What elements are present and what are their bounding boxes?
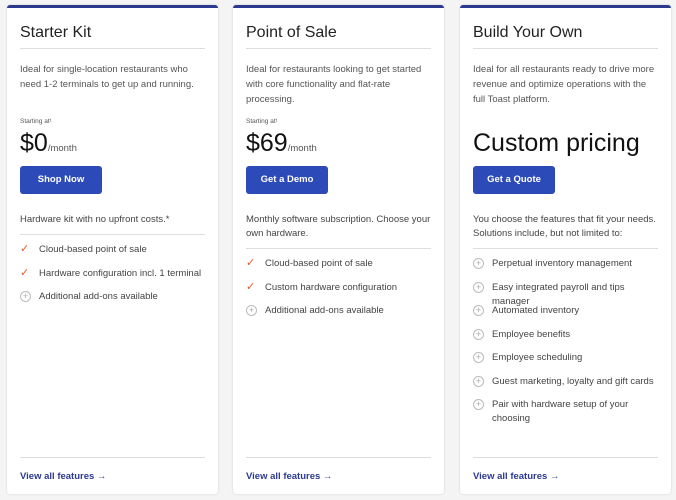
feature-text: Easy integrated payroll and tips manager: [492, 281, 625, 307]
divider: [246, 457, 431, 458]
feature-text: Cloud-based point of sale: [39, 244, 147, 255]
price: $69/month: [246, 128, 431, 158]
plus-circle-icon: +: [473, 257, 492, 270]
feature-text: Pair with hardware setup of your choosin…: [492, 399, 629, 424]
divider: [20, 457, 205, 458]
plan-title: Starter Kit: [20, 24, 92, 41]
feature-text: Perpetual inventory management: [492, 258, 632, 269]
plus-circle-icon: +: [473, 304, 492, 317]
feature-item: ✓ Hardware configuration incl. 1 terminal: [20, 267, 205, 291]
plus-circle-icon: +: [246, 304, 265, 317]
feature-item: + Automated inventory: [473, 304, 658, 328]
feature-item: + Additional add-ons available: [246, 304, 431, 328]
divider: [473, 248, 658, 249]
feature-text: Cloud-based point of sale: [265, 258, 373, 269]
view-all-features-link[interactable]: View all features →: [246, 471, 333, 482]
check-icon: ✓: [20, 266, 30, 279]
feature-list: ✓ Cloud-based point of sale ✓ Custom hardwa…: [246, 257, 431, 328]
plan-cta-button[interactable]: Shop Now: [20, 166, 102, 194]
plan-card: Point of Sale Ideal for restaurants look…: [233, 5, 444, 494]
plus-circle-icon: +: [20, 290, 39, 303]
plan-title: Build Your Own: [473, 24, 583, 41]
feature-list: ✓ Cloud-based point of sale ✓ Hardware conf…: [20, 243, 205, 314]
divider: [20, 234, 205, 235]
divider: [20, 48, 205, 49]
starting-at-label: Starting at¹: [246, 118, 278, 125]
feature-text: Automated inventory: [492, 305, 580, 316]
plus-circle-icon: +: [473, 375, 492, 388]
plan-description: Ideal for all restaurants ready to drive…: [473, 64, 655, 105]
feature-item: + Perpetual inventory management: [473, 257, 658, 281]
feature-text: Employee benefits: [492, 328, 571, 340]
divider: [246, 248, 431, 249]
price-amount: $69: [246, 129, 288, 157]
divider: [246, 48, 431, 49]
price-period: /month: [47, 143, 77, 154]
plan-card: Starter Kit Ideal for single-location re…: [7, 5, 218, 494]
view-all-features-link[interactable]: View all features →: [473, 471, 560, 482]
feature-item: + Employee scheduling: [473, 351, 658, 375]
price-period: /month: [287, 143, 317, 154]
plan-cta-button[interactable]: Get a Quote: [473, 166, 555, 194]
feature-item: + Easy integrated payroll and tips manage…: [473, 281, 658, 307]
feature-list: + Perpetual inventory management + Easy int…: [473, 257, 658, 424]
feature-text: Guest marketing, loyalty and gift cards: [492, 375, 654, 387]
feature-text: Employee scheduling: [492, 352, 583, 363]
feature-item: + Employee benefits: [473, 328, 658, 352]
check-icon: ✓: [246, 257, 256, 269]
custom-pricing: Custom pricing: [473, 129, 640, 157]
plan-description: Ideal for restaurants looking to get sta…: [246, 64, 422, 105]
check-icon: ✓: [246, 280, 256, 293]
price-amount: $0: [20, 129, 48, 157]
plus-circle-icon: +: [473, 328, 492, 341]
divider: [473, 48, 658, 49]
plan-title: Point of Sale: [246, 24, 337, 41]
plus-circle-icon: +: [473, 351, 492, 364]
feature-item: + Guest marketing, loyalty and gift cards: [473, 375, 658, 399]
hardware-note: Hardware kit with no upfront costs.*: [20, 214, 170, 225]
hardware-note: Monthly software subscription. Choose yo…: [246, 214, 431, 239]
plan-cta-button[interactable]: Get a Demo: [246, 166, 328, 194]
feature-item: ✓ Custom hardware configuration: [246, 281, 431, 305]
feature-text: Additional add-ons available: [39, 291, 158, 302]
check-icon: ✓: [20, 243, 30, 255]
divider: [473, 457, 658, 458]
feature-text: Additional add-ons available: [265, 305, 384, 316]
feature-item: + Pair with hardware setup of your choosi…: [473, 398, 658, 424]
plus-circle-icon: +: [473, 398, 492, 411]
feature-item: ✓ Cloud-based point of sale: [20, 243, 205, 267]
feature-text: Hardware configuration incl. 1 terminal: [39, 267, 202, 279]
price: $0/month: [20, 128, 205, 158]
starting-at-label: Starting at¹: [20, 118, 52, 125]
plan-description: Ideal for single-location restaurants wh…: [20, 64, 194, 90]
feature-item: + Additional add-ons available: [20, 290, 205, 314]
hardware-note: You choose the features that fit your ne…: [473, 214, 656, 239]
feature-text: Custom hardware configuration: [265, 281, 398, 293]
plan-card: Build Your Own Ideal for all restaurants…: [460, 5, 671, 494]
feature-item: ✓ Cloud-based point of sale: [246, 257, 431, 281]
view-all-features-link[interactable]: View all features →: [20, 471, 107, 482]
plus-circle-icon: +: [473, 281, 492, 294]
